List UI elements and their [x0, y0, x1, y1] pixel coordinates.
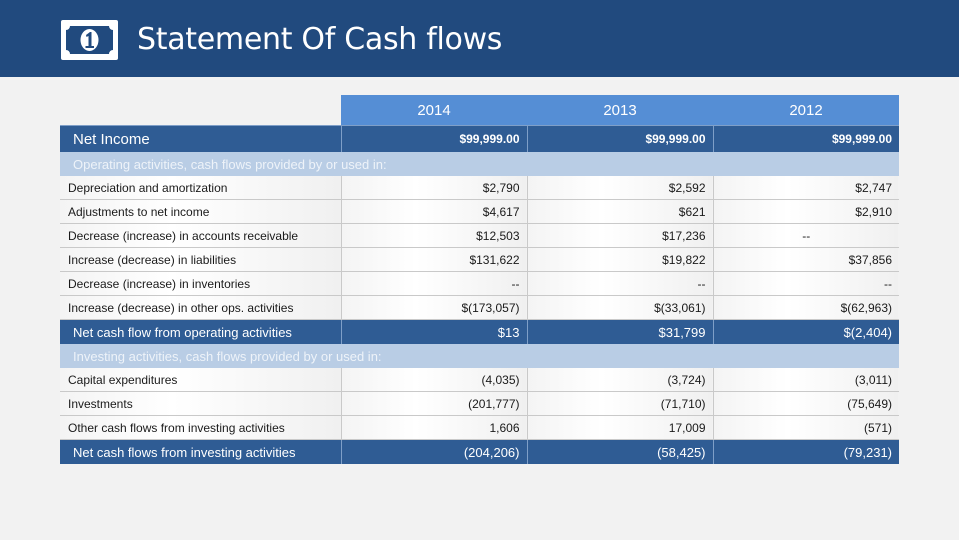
cell-value: (3,011) — [713, 368, 899, 392]
page-title: Statement Of Cash flows — [137, 22, 503, 57]
cell-value: $2,747 — [713, 176, 899, 200]
row-label: Decrease (increase) in inventories — [60, 271, 342, 296]
cell-value: $(2,404) — [713, 319, 899, 344]
cell-value: -- — [713, 271, 899, 296]
cell-value: $2,592 — [527, 176, 714, 200]
net-income-row: Net Income $99,999.00 $99,999.00 $99,999… — [60, 125, 899, 152]
column-header-2013: 2013 — [527, 95, 713, 126]
section-label: Operating activities, cash flows provide… — [60, 152, 899, 176]
table-row: Increase (decrease) in other ops. activi… — [60, 295, 899, 320]
cell-value: (79,231) — [713, 439, 899, 464]
cell-value: (4,035) — [341, 368, 528, 392]
cell-value: -- — [527, 271, 714, 296]
cell-value: 17,009 — [527, 415, 714, 440]
table-row: Other cash flows from investing activiti… — [60, 415, 899, 440]
cell-value: -- — [713, 223, 899, 248]
cell-value: $(173,057) — [341, 295, 528, 320]
table-row: Capital expenditures (4,035) (3,724) (3,… — [60, 368, 899, 392]
cell-value: $37,856 — [713, 247, 899, 272]
cell-value: $17,236 — [527, 223, 714, 248]
cell-value: $99,999.00 — [713, 125, 899, 152]
operating-section-header: Operating activities, cash flows provide… — [60, 152, 899, 176]
cell-value: $131,622 — [341, 247, 528, 272]
row-label: Net cash flow from operating activities — [60, 319, 342, 344]
cell-value: (571) — [713, 415, 899, 440]
column-header-2012: 2012 — [713, 95, 899, 126]
cell-value: (58,425) — [527, 439, 714, 464]
cell-value: 1,606 — [341, 415, 528, 440]
row-label: Adjustments to net income — [60, 199, 342, 224]
table-row: Decrease (increase) in accounts receivab… — [60, 223, 899, 248]
row-label: Decrease (increase) in accounts receivab… — [60, 223, 342, 248]
investing-total-row: Net cash flows from investing activities… — [60, 439, 899, 464]
row-label: Other cash flows from investing activiti… — [60, 415, 342, 440]
cell-value: $19,822 — [527, 247, 714, 272]
cell-value: $621 — [527, 199, 714, 224]
table-row: Depreciation and amortization $2,790 $2,… — [60, 176, 899, 200]
title-bar: Statement Of Cash flows — [0, 0, 959, 77]
row-label: Investments — [60, 391, 342, 416]
cell-value: $99,999.00 — [527, 125, 714, 152]
table-row: Increase (decrease) in liabilities $131,… — [60, 247, 899, 272]
column-header-2014: 2014 — [341, 95, 527, 126]
row-label: Net cash flows from investing activities — [60, 439, 342, 464]
cell-value: $4,617 — [341, 199, 528, 224]
row-label: Increase (decrease) in liabilities — [60, 247, 342, 272]
operating-total-row: Net cash flow from operating activities … — [60, 319, 899, 344]
cell-value: $2,790 — [341, 176, 528, 200]
header-blank-cell — [60, 95, 341, 126]
row-label: Net Income — [60, 125, 342, 152]
dollar-bill-icon — [61, 20, 118, 60]
cell-value: $31,799 — [527, 319, 714, 344]
cash-flow-table: 2014 2013 2012 Net Income $99,999.00 $99… — [60, 95, 899, 464]
row-label: Depreciation and amortization — [60, 176, 342, 200]
year-header-row: 2014 2013 2012 — [60, 95, 899, 126]
table-row: Adjustments to net income $4,617 $621 $2… — [60, 199, 899, 224]
cell-value: -- — [341, 271, 528, 296]
cell-value: (204,206) — [341, 439, 528, 464]
cell-value: $12,503 — [341, 223, 528, 248]
table-row: Decrease (increase) in inventories -- --… — [60, 271, 899, 296]
row-label: Increase (decrease) in other ops. activi… — [60, 295, 342, 320]
row-label: Capital expenditures — [60, 368, 342, 392]
cell-value: $(33,061) — [527, 295, 714, 320]
section-label: Investing activities, cash flows provide… — [60, 344, 899, 368]
table-row: Investments (201,777) (71,710) (75,649) — [60, 391, 899, 416]
cell-value: (75,649) — [713, 391, 899, 416]
cell-value: $99,999.00 — [341, 125, 528, 152]
cell-value: (3,724) — [527, 368, 714, 392]
cell-value: $13 — [341, 319, 528, 344]
cell-value: $2,910 — [713, 199, 899, 224]
investing-section-header: Investing activities, cash flows provide… — [60, 344, 899, 368]
cell-value: $(62,963) — [713, 295, 899, 320]
cell-value: (201,777) — [341, 391, 528, 416]
cell-value: (71,710) — [527, 391, 714, 416]
